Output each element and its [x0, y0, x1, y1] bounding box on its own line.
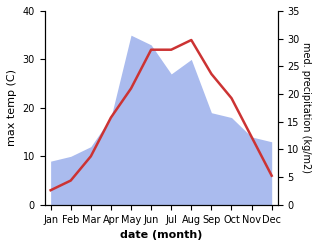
Y-axis label: max temp (C): max temp (C): [7, 69, 17, 146]
X-axis label: date (month): date (month): [120, 230, 202, 240]
Y-axis label: med. precipitation (kg/m2): med. precipitation (kg/m2): [301, 42, 311, 173]
